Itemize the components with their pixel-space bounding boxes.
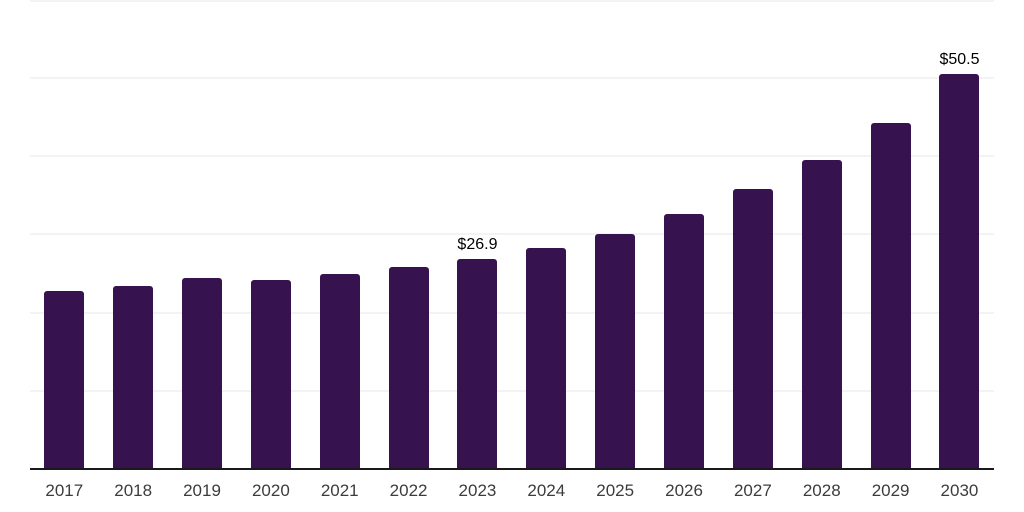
x-tick-2017: 2017 bbox=[45, 481, 84, 500]
x-axis-line bbox=[30, 468, 994, 470]
gridline-40 bbox=[30, 155, 994, 158]
x-tick-2024: 2024 bbox=[527, 481, 566, 500]
x-tick-2019: 2019 bbox=[183, 481, 221, 500]
bar-2024 bbox=[526, 247, 567, 469]
bar-2028 bbox=[801, 160, 842, 469]
gridline-60 bbox=[30, 0, 994, 2]
x-tick-2028: 2028 bbox=[802, 481, 841, 500]
bar-2022 bbox=[388, 267, 429, 469]
gridline-50 bbox=[30, 77, 994, 79]
x-tick-2018: 2018 bbox=[114, 481, 153, 500]
gridline-30 bbox=[30, 233, 994, 236]
x-tick-2025: 2025 bbox=[596, 481, 635, 500]
gridline-20 bbox=[30, 311, 994, 314]
x-tick-2029: 2029 bbox=[871, 481, 910, 500]
bar-2020 bbox=[250, 279, 291, 469]
x-tick-2023: 2023 bbox=[458, 481, 497, 500]
bar-2027 bbox=[732, 189, 773, 469]
x-tick-2022: 2022 bbox=[389, 481, 428, 500]
bar-2030 bbox=[939, 74, 980, 469]
bar-2018 bbox=[113, 286, 154, 469]
bar-2026 bbox=[664, 214, 705, 469]
x-tick-2027: 2027 bbox=[733, 481, 772, 500]
x-tick-2030: 2030 bbox=[940, 481, 979, 500]
bar-2023 bbox=[457, 258, 498, 469]
x-tick-2026: 2026 bbox=[665, 481, 703, 500]
gridline-10 bbox=[30, 389, 994, 392]
value-label-2023: $26.9 bbox=[457, 235, 498, 253]
bar-2021 bbox=[319, 274, 360, 469]
bar-2029 bbox=[870, 122, 911, 469]
value-label-2030: $50.5 bbox=[939, 51, 980, 69]
x-tick-2020: 2020 bbox=[251, 481, 290, 500]
bar-2025 bbox=[595, 234, 636, 469]
bar-2017 bbox=[44, 290, 85, 469]
x-tick-2021: 2021 bbox=[320, 481, 359, 500]
bar-2019 bbox=[182, 278, 223, 469]
